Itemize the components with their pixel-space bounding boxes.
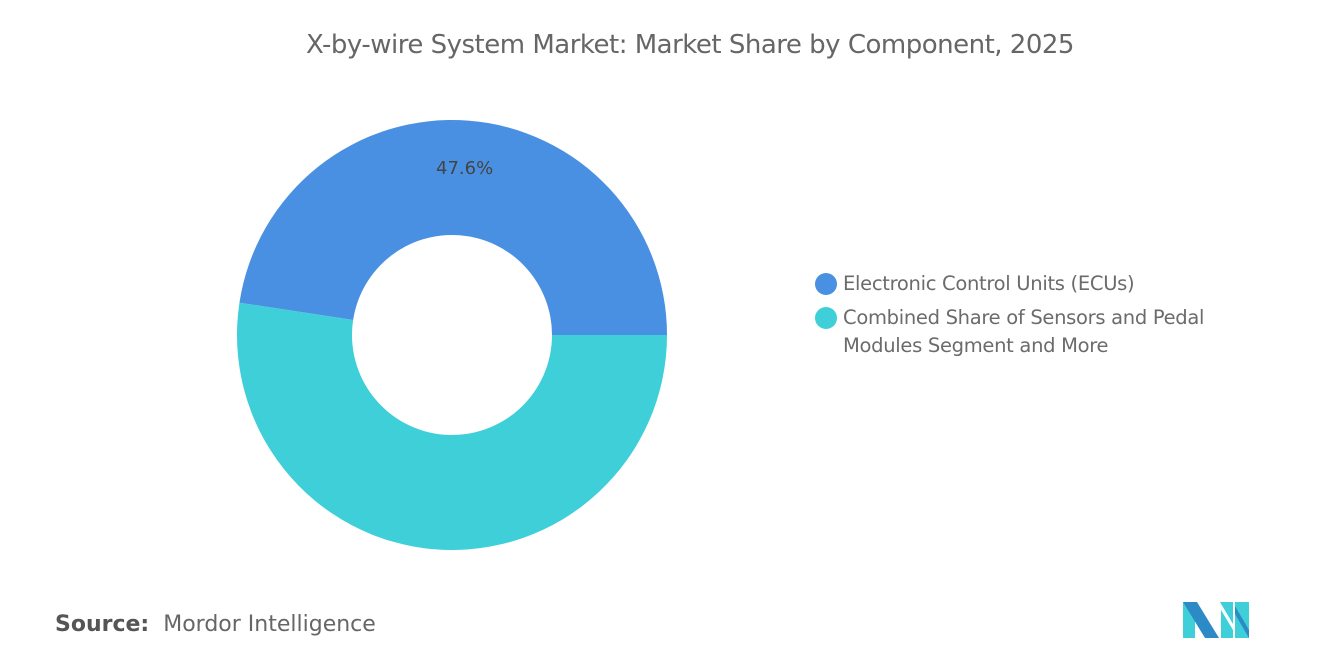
mordor-logo: [1183, 602, 1249, 638]
chart-title: X-by-wire System Market: Market Share by…: [306, 30, 1074, 60]
legend-swatch: [815, 273, 837, 295]
legend-item-ecus: Electronic Control Units (ECUs): [815, 270, 1245, 298]
legend: Electronic Control Units (ECUs) Combined…: [815, 270, 1245, 366]
donut-slice-0: [239, 119, 667, 335]
legend-swatch: [815, 307, 837, 329]
source-label: Source:: [55, 612, 150, 637]
donut-slice-1: [237, 302, 667, 550]
source-value: Mordor Intelligence: [163, 612, 376, 637]
legend-label: Combined Share of Sensors and Pedal Modu…: [843, 306, 1205, 357]
legend-label: Electronic Control Units (ECUs): [843, 272, 1135, 295]
legend-item-combined: Combined Share of Sensors and Pedal Modu…: [815, 304, 1245, 360]
source-note: Source: Mordor Intelligence: [55, 612, 376, 637]
data-label: 47.6%: [436, 158, 493, 179]
